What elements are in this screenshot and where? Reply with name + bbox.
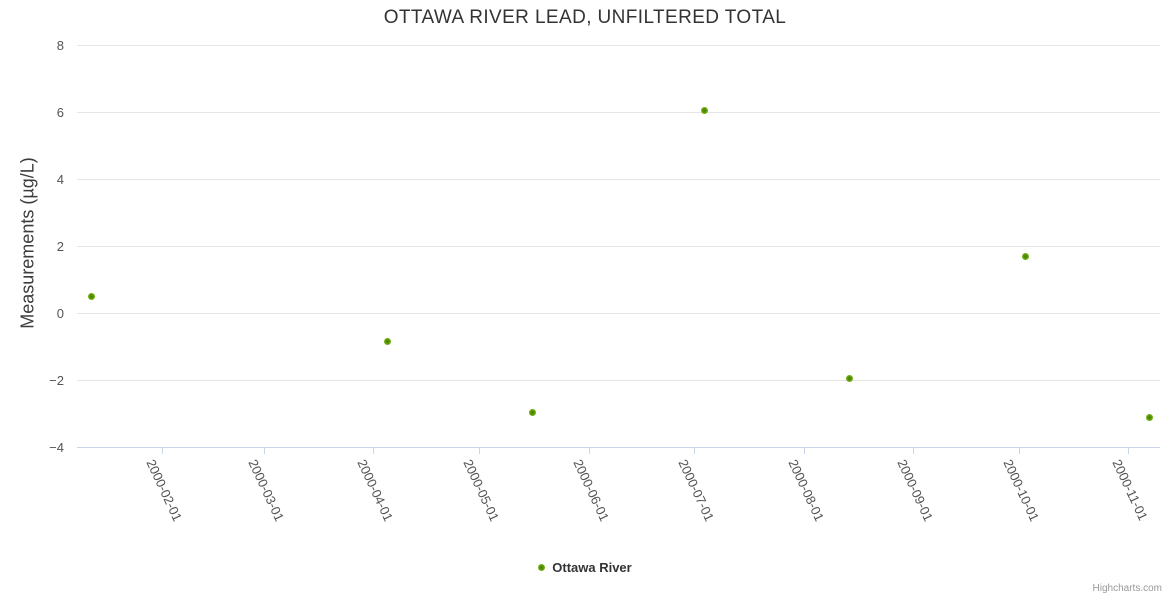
x-axis-tick bbox=[161, 447, 163, 454]
x-axis-tick-label: 2000-11-01 bbox=[1109, 456, 1151, 523]
legend: Ottawa River bbox=[0, 560, 1170, 575]
x-axis-tick-label: 2000-04-01 bbox=[354, 456, 397, 524]
data-point[interactable] bbox=[528, 408, 536, 416]
data-point[interactable] bbox=[1022, 253, 1030, 261]
y-axis-tick-label: 8 bbox=[56, 37, 64, 53]
x-axis-tick bbox=[1128, 447, 1130, 454]
x-axis-tick bbox=[263, 447, 265, 454]
y-axis-tick-label: 6 bbox=[56, 104, 64, 120]
x-axis-tick-label: 2000-05-01 bbox=[460, 456, 503, 524]
chart-title: OTTAWA RIVER LEAD, UNFILTERED TOTAL bbox=[383, 7, 787, 28]
y-gridline bbox=[77, 112, 1160, 113]
y-axis-tick-label: 4 bbox=[56, 171, 64, 187]
legend-item-ottawa-river[interactable]: Ottawa River bbox=[538, 560, 632, 575]
x-axis-tick bbox=[694, 447, 696, 454]
y-axis-tick-label: 0 bbox=[56, 305, 64, 321]
data-point[interactable] bbox=[1145, 413, 1153, 421]
legend-label: Ottawa River bbox=[552, 560, 632, 575]
y-axis-tick-label: −4 bbox=[49, 439, 64, 455]
x-axis-tick-label: 2000-06-01 bbox=[569, 456, 612, 524]
data-point[interactable] bbox=[846, 375, 854, 383]
x-axis-tick-label: 2000-07-01 bbox=[675, 456, 718, 524]
y-axis-tick-label: −2 bbox=[49, 372, 64, 388]
x-axis-tick bbox=[1018, 447, 1020, 454]
highcharts-credits[interactable]: Highcharts.com bbox=[1092, 583, 1162, 594]
y-gridline bbox=[77, 246, 1160, 247]
y-gridline bbox=[77, 179, 1160, 180]
x-axis-tick-label: 2000-02-01 bbox=[143, 456, 185, 524]
data-point[interactable] bbox=[87, 293, 95, 301]
x-axis-tick-label: 2000-08-01 bbox=[785, 456, 827, 524]
x-axis-tick-label: 2000-03-01 bbox=[245, 456, 288, 524]
y-gridline bbox=[77, 313, 1160, 314]
x-axis-tick-label: 2000-09-01 bbox=[894, 456, 937, 524]
data-point[interactable] bbox=[383, 338, 391, 346]
x-axis-tick bbox=[373, 447, 375, 454]
x-axis-tick bbox=[588, 447, 590, 454]
legend-marker-icon bbox=[538, 564, 546, 571]
x-axis-line bbox=[77, 447, 1160, 448]
x-axis-tick bbox=[479, 447, 481, 454]
x-axis-tick bbox=[803, 447, 805, 454]
x-axis-tick bbox=[913, 447, 915, 454]
y-axis-tick-label: 2 bbox=[56, 238, 64, 254]
y-gridline bbox=[77, 380, 1160, 381]
x-axis-tick-label: 2000-10-01 bbox=[1000, 456, 1042, 524]
data-point[interactable] bbox=[701, 107, 709, 115]
y-gridline bbox=[77, 45, 1160, 46]
